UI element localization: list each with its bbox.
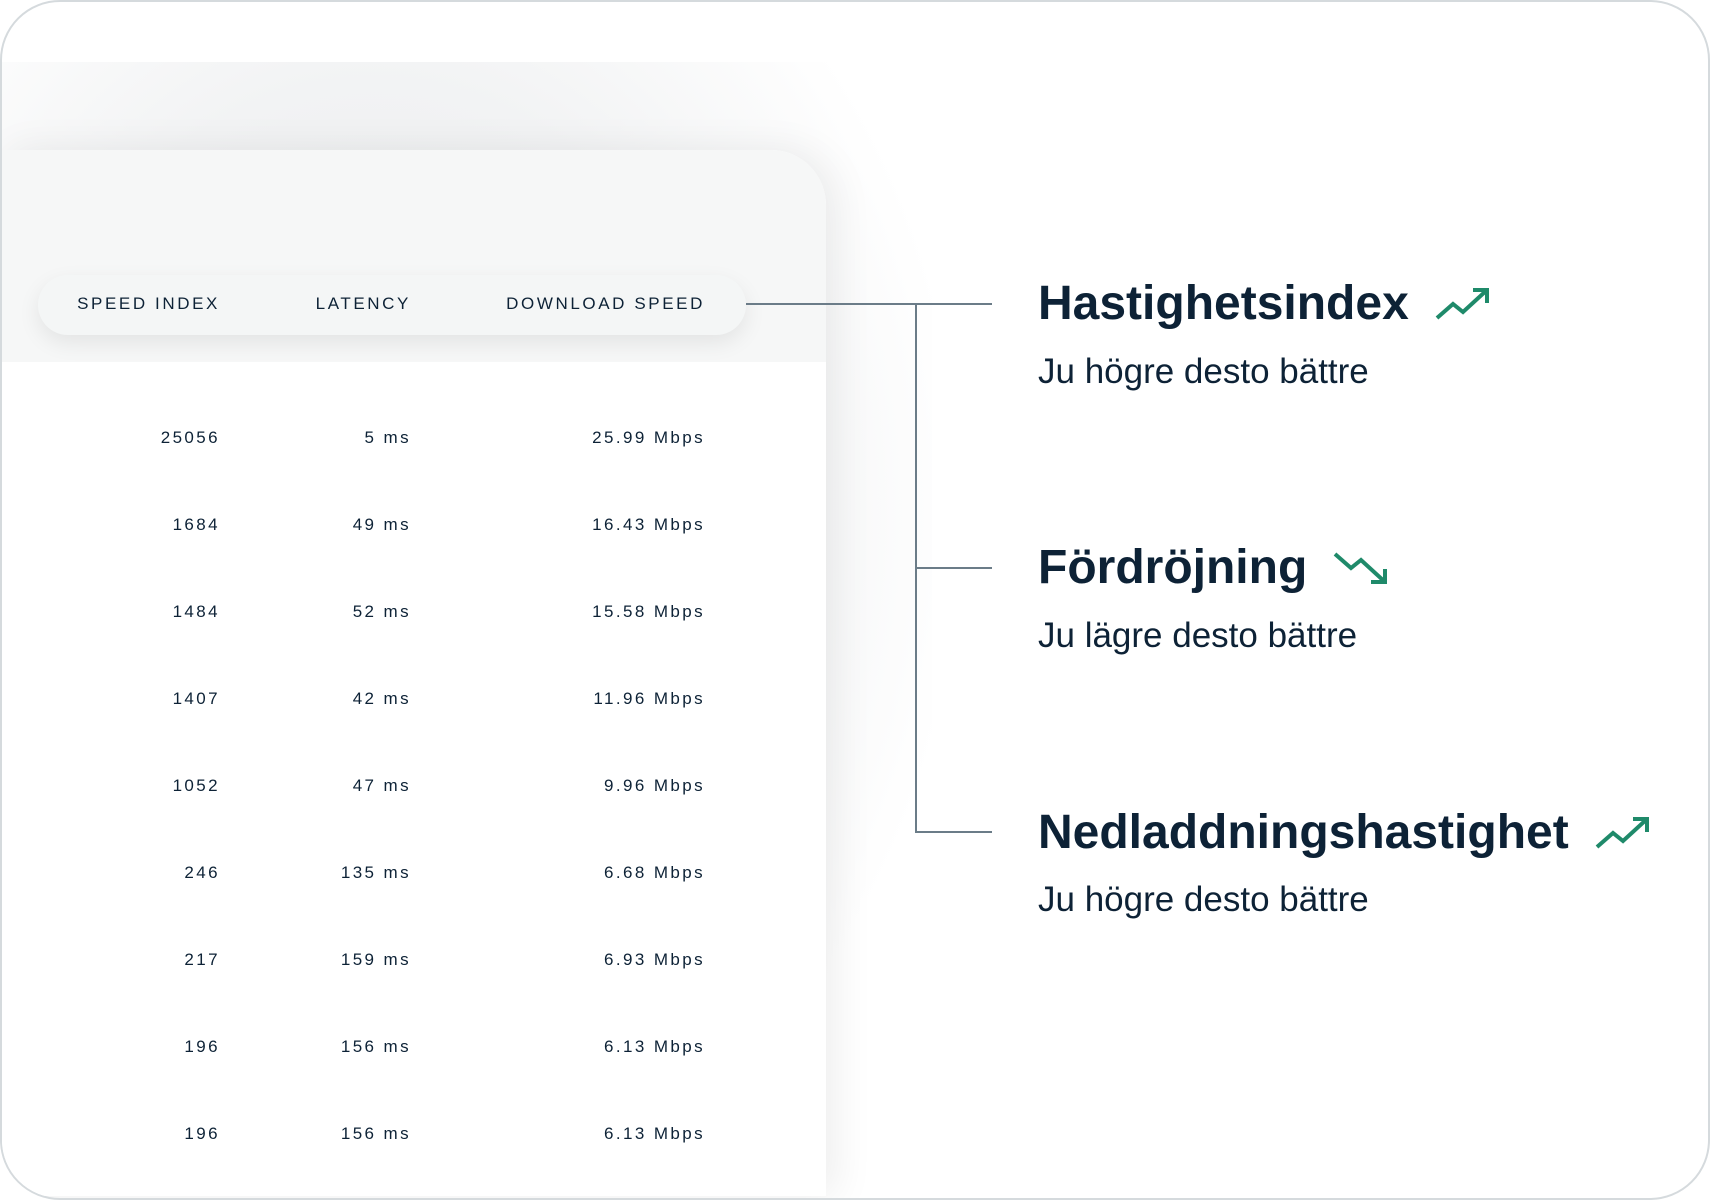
connector-line xyxy=(915,567,992,569)
cell-speed-index: 1484 xyxy=(172,602,220,621)
cell-speed-index: 25056 xyxy=(160,428,220,447)
header-speed-index: SPEED INDEX xyxy=(77,294,220,313)
legend-subtitle: Ju högre desto bättre xyxy=(1038,880,1369,919)
cell-latency: 156 ms xyxy=(340,1037,411,1056)
legend-subtitle: Ju högre desto bättre xyxy=(1038,352,1369,391)
trend-up-icon xyxy=(1435,287,1489,320)
legend-title-speed-index: Hastighetsindex xyxy=(1038,276,1491,331)
cell-latency: 52 ms xyxy=(352,602,411,621)
header-latency: LATENCY xyxy=(315,294,411,313)
cell-download-speed: 9.96 Mbps xyxy=(604,776,705,795)
results-table-card: SPEED INDEX LATENCY DOWNLOAD SPEED 25056… xyxy=(2,150,826,1196)
cell-speed-index: 246 xyxy=(184,863,220,882)
header-download-speed: DOWNLOAD SPEED xyxy=(506,294,705,313)
cell-latency: 156 ms xyxy=(340,1124,411,1143)
legend-title-text: Nedladdningshastighet xyxy=(1038,806,1569,859)
cell-latency: 135 ms xyxy=(340,863,411,882)
cell-latency: 42 ms xyxy=(352,689,411,708)
cell-speed-index: 217 xyxy=(184,950,220,969)
cell-speed-index: 1407 xyxy=(172,689,220,708)
connector-line xyxy=(746,303,992,305)
cell-latency: 159 ms xyxy=(340,950,411,969)
legend-title-latency: Fördröjning xyxy=(1038,540,1389,595)
trend-down-icon xyxy=(1333,551,1388,584)
cell-latency: 47 ms xyxy=(352,776,411,795)
cell-speed-index: 1684 xyxy=(172,515,220,534)
cell-download-speed: 6.13 Mbps xyxy=(604,1124,705,1143)
cell-download-speed: 15.58 Mbps xyxy=(592,602,705,621)
connector-line xyxy=(915,831,992,833)
legend-title-text: Hastighetsindex xyxy=(1038,277,1409,330)
cell-download-speed: 16.43 Mbps xyxy=(592,515,705,534)
cell-speed-index: 196 xyxy=(184,1124,220,1143)
cell-download-speed: 11.96 Mbps xyxy=(593,689,705,708)
cell-latency: 5 ms xyxy=(364,428,411,447)
table-header-pill xyxy=(38,275,746,335)
legend-title-text: Fördröjning xyxy=(1038,541,1308,594)
table-header-area: SPEED INDEX LATENCY DOWNLOAD SPEED xyxy=(2,150,826,362)
trend-up-icon xyxy=(1595,816,1649,849)
legend-title-download-speed: Nedladdningshastighet xyxy=(1038,805,1651,860)
cell-speed-index: 1052 xyxy=(172,776,220,795)
cell-download-speed: 25.99 Mbps xyxy=(592,428,705,447)
cell-download-speed: 6.13 Mbps xyxy=(604,1037,705,1056)
cell-speed-index: 196 xyxy=(184,1037,220,1056)
cell-latency: 49 ms xyxy=(352,515,411,534)
cell-download-speed: 6.68 Mbps xyxy=(604,863,705,882)
cell-download-speed: 6.93 Mbps xyxy=(604,950,705,969)
legend-subtitle: Ju lägre desto bättre xyxy=(1038,616,1358,655)
